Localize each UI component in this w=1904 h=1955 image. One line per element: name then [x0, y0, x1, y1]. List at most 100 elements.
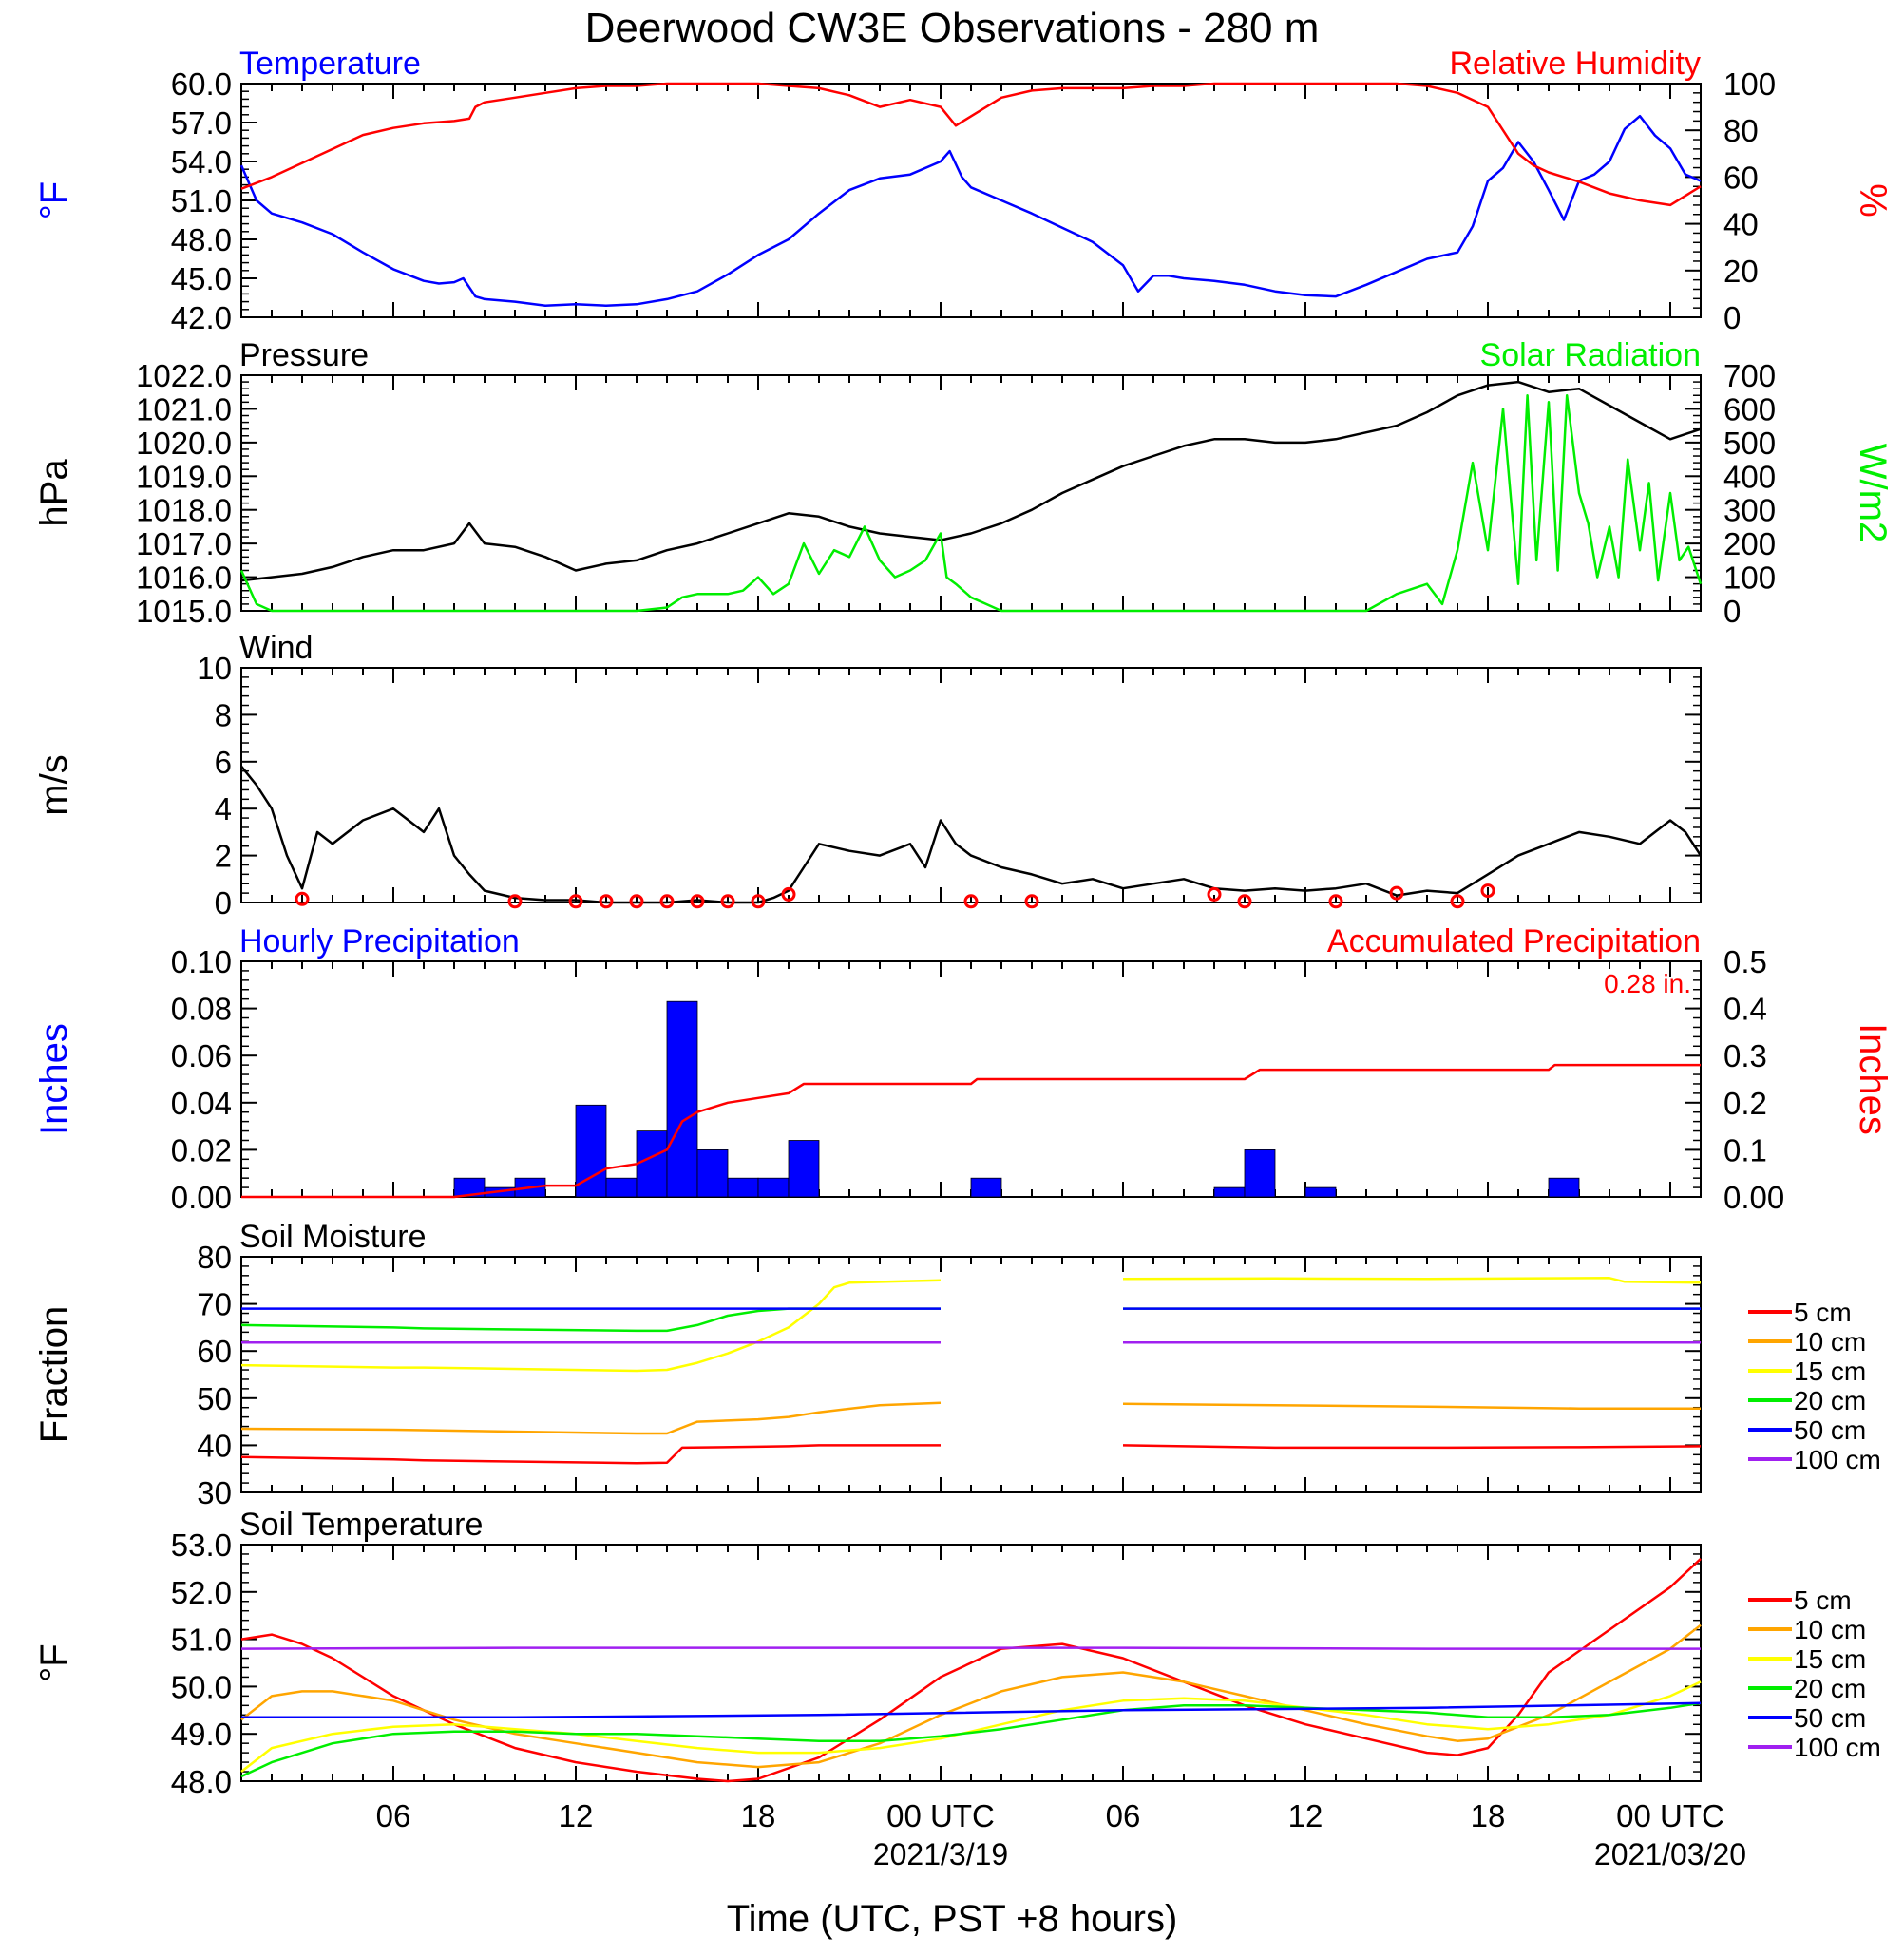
y-tick-label: 30 — [197, 1475, 232, 1510]
y-tick-label: 45.0 — [171, 261, 232, 296]
y-axis-title-left: m/s — [33, 754, 75, 815]
x-tick-label: 12 — [559, 1798, 594, 1833]
y-tick-label: 2 — [215, 839, 232, 874]
calm-wind-marker — [568, 894, 583, 909]
y-tick-label: 1015.0 — [136, 594, 232, 629]
legend-label: 50 cm — [1794, 1415, 1866, 1445]
panel-precipitation: 0.10 0.08 0.06 0.04 0.02 0.00 0.5 0.4 0.3 0.2 0.1 0… — [33, 923, 1894, 1215]
chart-panels: 60.057.054.051.048.045.042.0100806040200… — [33, 46, 1894, 1871]
precip-bar — [1213, 1186, 1246, 1198]
y-tick-label: 57.0 — [171, 105, 232, 141]
calm-wind-marker — [781, 886, 796, 902]
y-tick-label: 1019.0 — [136, 459, 232, 494]
x-axis-title: Time (UTC, PST +8 hours) — [727, 1898, 1178, 1940]
y-axis-title-right: % — [1852, 183, 1894, 218]
legend-label: 100 cm — [1794, 1733, 1881, 1762]
y-tick-label: 42.0 — [171, 300, 232, 335]
y-tick-label: 52.0 — [171, 1575, 232, 1610]
y-tick-label: 1022.0 — [136, 358, 232, 393]
calm-wind-marker — [659, 894, 675, 909]
y-right-tick-label: 20 — [1723, 254, 1759, 289]
y-right-tick-label: 100 — [1723, 66, 1776, 102]
panel-soil-temperature: 53.0 52.0 51.0 50.0 49.0 48.0 Soil Temperature… — [33, 1507, 1881, 1799]
y-right-tick-label: 500 — [1723, 426, 1776, 461]
y-tick-label: 48.0 — [171, 222, 232, 257]
precip-bar — [666, 1000, 698, 1198]
y-right-tick-label: 0 — [1723, 300, 1741, 335]
panel-frame — [240, 667, 1702, 903]
panel-left-label: Pressure — [239, 337, 369, 373]
panel-frame — [240, 960, 1702, 1198]
precip-bar — [1244, 1149, 1276, 1198]
y-tick-label: 51.0 — [171, 183, 232, 218]
y-axis-title-left: hPa — [33, 459, 75, 527]
panel-temperature-humidity: 60.057.054.051.0 48.0 45.0 42.0 100 80 60 40 20 0… — [33, 46, 1894, 335]
x-date-label: 2021/3/19 — [873, 1837, 1008, 1871]
y-right-tick-label: 600 — [1723, 391, 1776, 427]
series-line-accumulated-precipitation — [241, 1063, 1701, 1199]
y-right-tick-label: 400 — [1723, 459, 1776, 494]
y-tick-label: 0.02 — [171, 1132, 232, 1167]
legend-label: 20 cm — [1794, 1386, 1866, 1415]
calm-wind-marker — [1328, 894, 1343, 909]
y-tick-label: 0.06 — [171, 1038, 232, 1073]
x-tick-label: 00 UTC — [886, 1798, 995, 1833]
precip-bar — [788, 1140, 820, 1198]
legend-label: 50 cm — [1794, 1703, 1866, 1733]
y-right-tick-label: 60 — [1723, 160, 1759, 195]
y-right-tick-label: 0.4 — [1723, 992, 1767, 1027]
legend-label: 15 cm — [1794, 1357, 1866, 1386]
y-right-tick-label: 80 — [1723, 113, 1759, 148]
y-tick-label: 40 — [197, 1428, 232, 1463]
series-line-temperature — [239, 114, 1702, 307]
calm-wind-marker — [507, 894, 523, 909]
y-tick-label: 6 — [215, 745, 232, 780]
y-tick-label: 50.0 — [171, 1669, 232, 1704]
series-line-5-cm — [240, 1557, 1702, 1783]
y-tick-label: 0.04 — [171, 1086, 232, 1121]
x-date-label: 2021/03/20 — [1594, 1837, 1746, 1871]
legend-label: 10 cm — [1794, 1327, 1866, 1357]
panel-right-label: Accumulated Precipitation — [1327, 923, 1701, 959]
panel-wind: 10 8 6 4 2 0 Wind m/s — [33, 630, 1703, 921]
y-right-tick-label: 700 — [1723, 358, 1776, 393]
precip-bar — [636, 1130, 668, 1198]
series-line-15-cm — [240, 1277, 1702, 1373]
panel-left-label: Temperature — [239, 46, 421, 82]
x-tick-label: 00 UTC — [1616, 1798, 1724, 1833]
legend-label: 15 cm — [1794, 1644, 1866, 1674]
calm-wind-marker — [1024, 894, 1039, 909]
y-right-tick-label: 0.2 — [1723, 1086, 1767, 1121]
y-tick-label: 1021.0 — [136, 391, 232, 427]
panel-right-label: Relative Humidity — [1449, 46, 1701, 82]
y-axis-title-right: W/m2 — [1852, 444, 1894, 542]
calm-wind-marker — [295, 891, 310, 906]
series-line-pressure — [240, 380, 1702, 582]
calm-wind-marker — [751, 894, 766, 909]
y-tick-label: 48.0 — [171, 1764, 232, 1799]
y-right-tick-label: 40 — [1723, 207, 1759, 242]
y-tick-label: 51.0 — [171, 1623, 232, 1658]
y-tick-label: 4 — [215, 791, 232, 826]
precip-bar — [727, 1177, 759, 1198]
calm-wind-marker — [1389, 885, 1404, 901]
y-tick-label: 50 — [197, 1381, 232, 1416]
panel-frame — [240, 374, 1702, 612]
precip-bar — [605, 1177, 638, 1198]
y-axis-title-right: Inches — [1852, 1023, 1894, 1135]
y-tick-label: 0.10 — [171, 944, 232, 979]
y-axis-title-left: °F — [33, 1643, 75, 1681]
panel-left-label: Wind — [239, 630, 313, 666]
y-right-tick-label: 0.1 — [1723, 1132, 1767, 1167]
calm-wind-marker — [629, 894, 644, 909]
y-tick-label: 80 — [197, 1240, 232, 1275]
precip-bar — [696, 1149, 729, 1198]
calm-wind-marker — [720, 894, 735, 909]
x-tick-label: 06 — [1106, 1798, 1141, 1833]
precip-bar — [1548, 1177, 1580, 1198]
y-right-tick-label: 0.3 — [1723, 1038, 1767, 1073]
y-tick-label: 60.0 — [171, 66, 232, 102]
legend-label: 10 cm — [1794, 1615, 1866, 1644]
panel-soil-moisture: 80 70 60 50 40 30 Soil Moisture Fraction 5 cm10 … — [33, 1219, 1881, 1510]
